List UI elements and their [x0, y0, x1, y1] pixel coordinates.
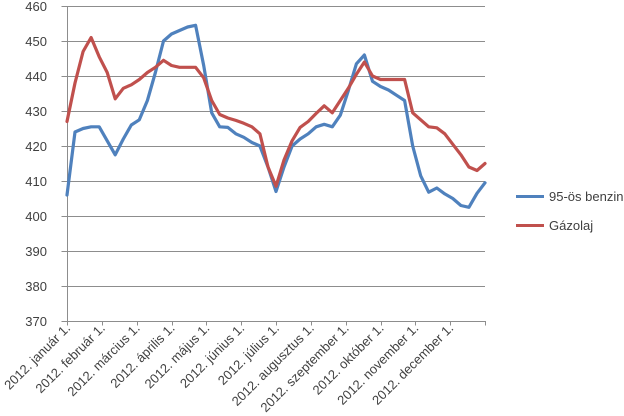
chart-legend: 95-ös benzin Gázolaj	[516, 182, 623, 240]
y-tick-label-440: 440	[25, 69, 47, 84]
legend-swatch-benzin	[516, 194, 544, 199]
series-line-1[interactable]	[65, 35, 487, 188]
y-tick-label-450: 450	[25, 34, 47, 49]
legend-label-benzin: 95-ös benzin	[549, 189, 624, 204]
y-tick-label-370: 370	[25, 314, 47, 329]
series-line-0[interactable]	[65, 23, 487, 209]
y-tick-label-400: 400	[25, 209, 47, 224]
legend-item-benzin[interactable]: 95-ös benzin	[516, 182, 623, 211]
y-tick-label-390: 390	[25, 244, 47, 259]
y-tick-label-460: 460	[25, 0, 47, 14]
legend-swatch-gazolaj	[516, 223, 544, 228]
y-tick-label-410: 410	[25, 174, 47, 189]
y-tick-label-420: 420	[25, 139, 47, 154]
legend-item-gazolaj[interactable]: Gázolaj	[516, 211, 623, 240]
y-tick-label-430: 430	[25, 104, 47, 119]
legend-label-gazolaj: Gázolaj	[549, 218, 594, 233]
y-tick-label-380: 380	[25, 279, 47, 294]
